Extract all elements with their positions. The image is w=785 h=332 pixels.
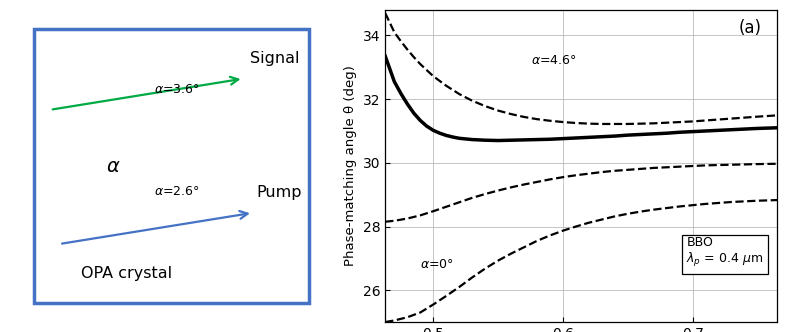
Text: $\alpha$=0°: $\alpha$=0°	[420, 258, 454, 271]
Text: (a): (a)	[739, 19, 761, 37]
Text: $\alpha$=2.6°: $\alpha$=2.6°	[154, 185, 200, 198]
Text: $\alpha$=3.6°: $\alpha$=3.6°	[154, 83, 200, 96]
Text: Signal: Signal	[250, 51, 299, 66]
Text: $\alpha$=4.6°: $\alpha$=4.6°	[531, 54, 576, 67]
Text: OPA crystal: OPA crystal	[81, 267, 172, 282]
Text: BBO
$\lambda_p$ = 0.4 $\mu$m: BBO $\lambda_p$ = 0.4 $\mu$m	[686, 236, 764, 270]
Text: α: α	[106, 156, 119, 176]
Text: Pump: Pump	[256, 185, 301, 200]
Bar	[35, 29, 309, 303]
Y-axis label: Phase-matching angle θ (deg): Phase-matching angle θ (deg)	[344, 65, 357, 267]
